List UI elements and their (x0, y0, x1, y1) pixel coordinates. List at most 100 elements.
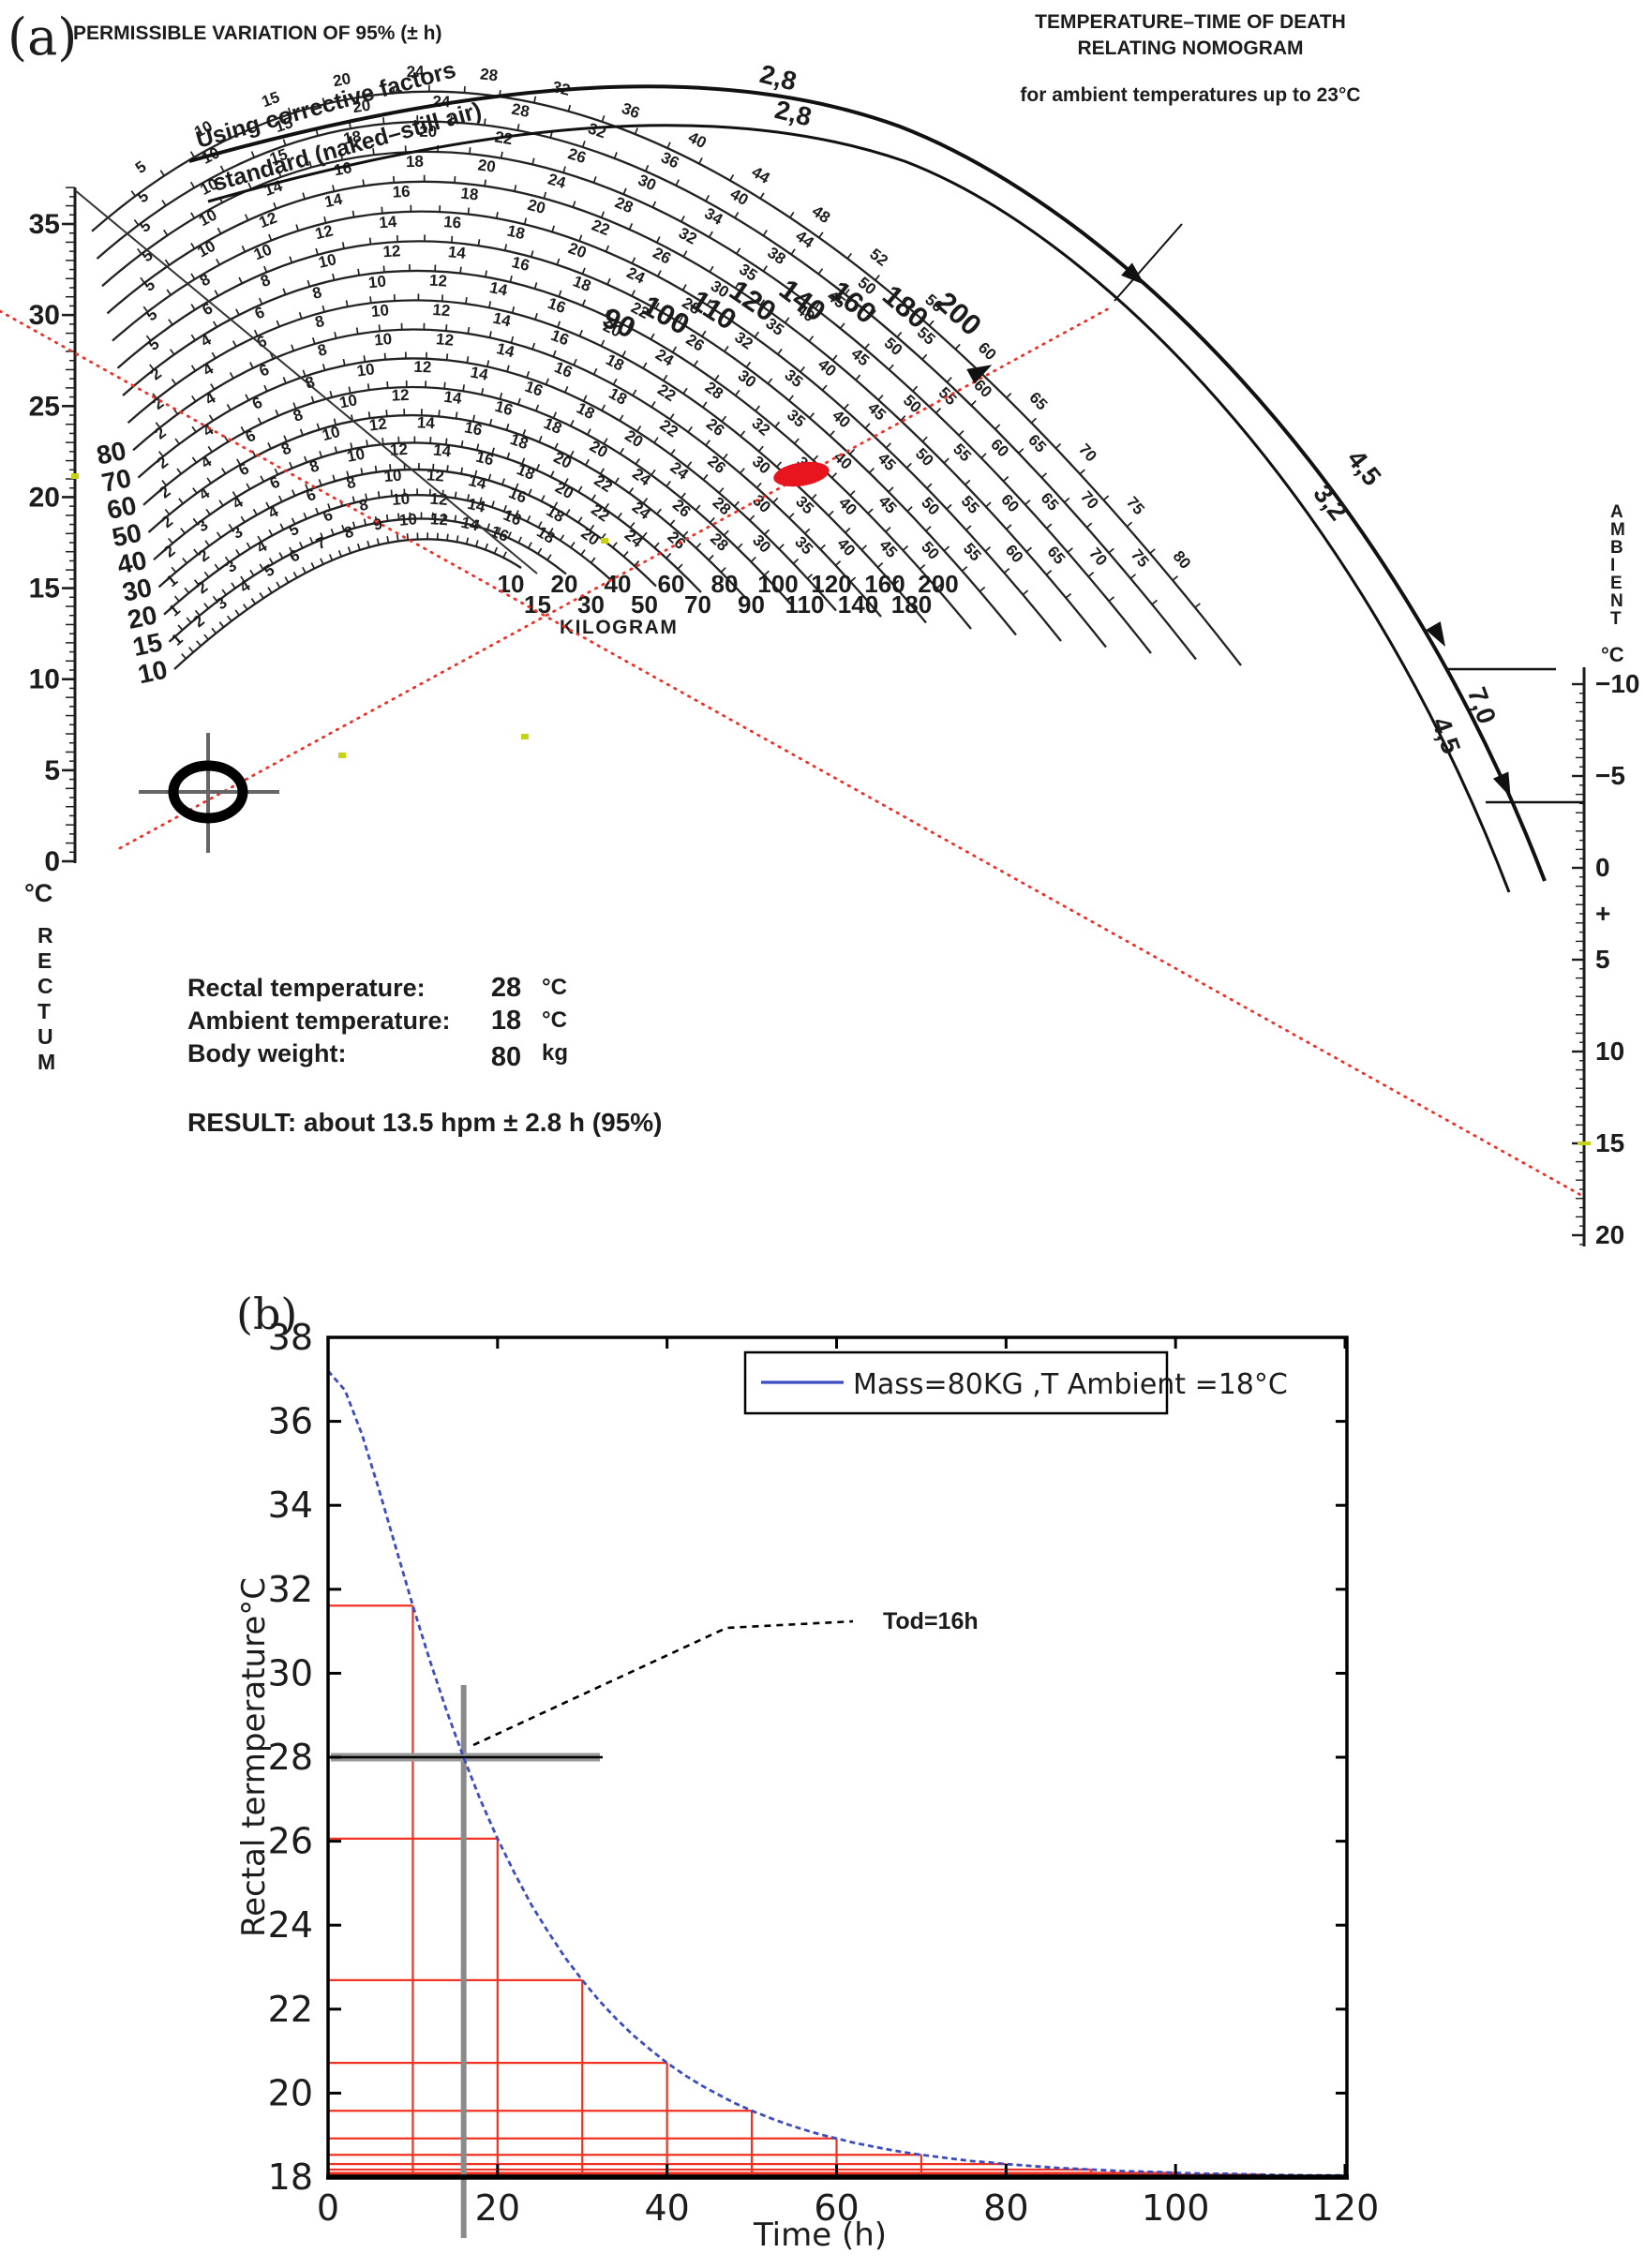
x-tick-label: 0 (317, 2187, 339, 2229)
kilogram-value: 40 (605, 570, 632, 598)
weight-arc-60 (142, 385, 792, 605)
readout-unit: °C (542, 1007, 567, 1033)
hour-label: 20 (419, 123, 437, 141)
weight-label-40: 40 (114, 545, 149, 580)
highlight-mark (601, 538, 608, 544)
hour-label: 50 (918, 494, 943, 519)
arc-corrective (188, 84, 1547, 882)
rectum-tick-label: 35 (29, 209, 60, 240)
staircase-construction (328, 1604, 1262, 2177)
hour-label: 28 (707, 530, 732, 555)
hour-label: 30 (636, 171, 659, 194)
x-tick-label: 120 (1311, 2187, 1380, 2229)
weight-arc-160 (101, 150, 1152, 654)
variation-4-5-outer: 4,5 (1341, 444, 1386, 491)
readout-value: 28 (491, 973, 521, 1003)
y-tick-label: 26 (268, 1821, 313, 1862)
weight-arc-15 (168, 517, 567, 643)
hour-label: 10 (398, 510, 417, 530)
hour-label: 24 (629, 465, 654, 490)
ambient-axis-name: B (1610, 538, 1623, 558)
readout-unit: °C (542, 975, 567, 1000)
hour-label: 26 (650, 244, 674, 268)
arrowhead-lower-icon (1492, 771, 1511, 798)
hour-label: 3 (194, 516, 212, 536)
hour-label: 18 (541, 414, 564, 438)
hour-label: 8 (307, 456, 322, 476)
rectum-tick-label: 30 (29, 300, 60, 331)
weight-arc-20 (163, 494, 612, 616)
weight-label-50: 50 (110, 518, 144, 553)
hour-label: 3 (229, 523, 246, 543)
annotation-leader-line (472, 1619, 854, 1747)
hour-label: 12 (432, 301, 451, 320)
weight-label-15: 15 (130, 627, 165, 662)
ambient-tick-label: −10 (1595, 669, 1640, 698)
x-tick-label: 60 (814, 2187, 859, 2229)
kilogram-value: 80 (711, 570, 739, 598)
hour-label: 32 (731, 328, 755, 352)
hour-label: 6 (249, 394, 265, 413)
red-line-center-to-arcs (118, 306, 1113, 850)
kilogram-value: 110 (785, 590, 825, 619)
hour-label: 10 (355, 360, 375, 380)
title-permissible-variation: PERMISSIBLE VARIATION OF 95% (± h) (73, 22, 441, 44)
tod-annotation: Tod=16h (472, 1608, 979, 1747)
hour-label: 80 (1170, 547, 1195, 573)
title-line-2: RELATING NOMOGRAM (1077, 37, 1303, 59)
hour-label: 6 (252, 303, 267, 322)
legend: Mass=80KG ,T Ambient =18°C (743, 1350, 1288, 1415)
hour-label: 6 (199, 299, 216, 319)
weight-arc-180 (96, 120, 1197, 661)
hour-label: 55 (960, 540, 985, 565)
hour-label: 1 (168, 630, 187, 649)
hour-label: 8 (278, 439, 293, 458)
y-tick-label: 32 (268, 1569, 313, 1610)
hour-label: 75 (1128, 545, 1153, 571)
hour-label: 14 (379, 213, 398, 231)
hour-label: 20 (332, 69, 352, 90)
hour-label: 45 (875, 449, 900, 474)
hour-label: 4 (196, 484, 214, 503)
center-circle-icon (168, 760, 248, 824)
hour-label: 50 (912, 444, 937, 470)
weight-arc-40 (153, 441, 702, 593)
hour-label: 10 (194, 237, 218, 261)
hour-label: 50 (900, 391, 925, 416)
hour-label: 2 (152, 424, 170, 443)
hour-label: 12 (429, 272, 448, 291)
hour-label: 55 (935, 383, 961, 409)
hour-label: 10 (370, 301, 390, 321)
hour-label: 14 (322, 190, 344, 212)
hour-label: 20 (577, 524, 603, 549)
y-tick-label: 36 (268, 1401, 313, 1442)
rectum-tick-label: 25 (29, 391, 60, 422)
panel-b-tag: (b) (236, 1289, 297, 1339)
y-tick-label: 34 (268, 1485, 313, 1526)
hour-label: 32 (748, 414, 773, 440)
kilogram-value: 30 (577, 590, 605, 619)
rectum-axis-name: E (37, 948, 52, 973)
y-tick-label: 28 (268, 1737, 313, 1778)
hour-label: 30 (735, 366, 760, 392)
ambient-tick-label: −5 (1595, 761, 1625, 790)
construction-lines (0, 189, 1586, 1199)
standard-diagonal-line (74, 189, 538, 574)
hour-label: 22 (656, 416, 680, 440)
y-tick-label: 20 (268, 2072, 313, 2113)
hour-label: 30 (749, 491, 774, 516)
hour-label: 34 (701, 204, 725, 229)
hour-label: 45 (875, 536, 901, 561)
hour-label: 26 (669, 496, 695, 521)
weight-label-30: 30 (120, 573, 155, 607)
variation-3-2-inner: 3,2 (1308, 479, 1353, 526)
hour-label: 16 (548, 326, 571, 350)
hour-label: 24 (652, 346, 677, 370)
hour-label: 32 (676, 224, 700, 248)
hour-label: 16 (493, 397, 515, 419)
hour-label: 44 (792, 227, 817, 252)
weight-arc-80 (132, 328, 882, 618)
hour-label: 18 (515, 460, 538, 484)
